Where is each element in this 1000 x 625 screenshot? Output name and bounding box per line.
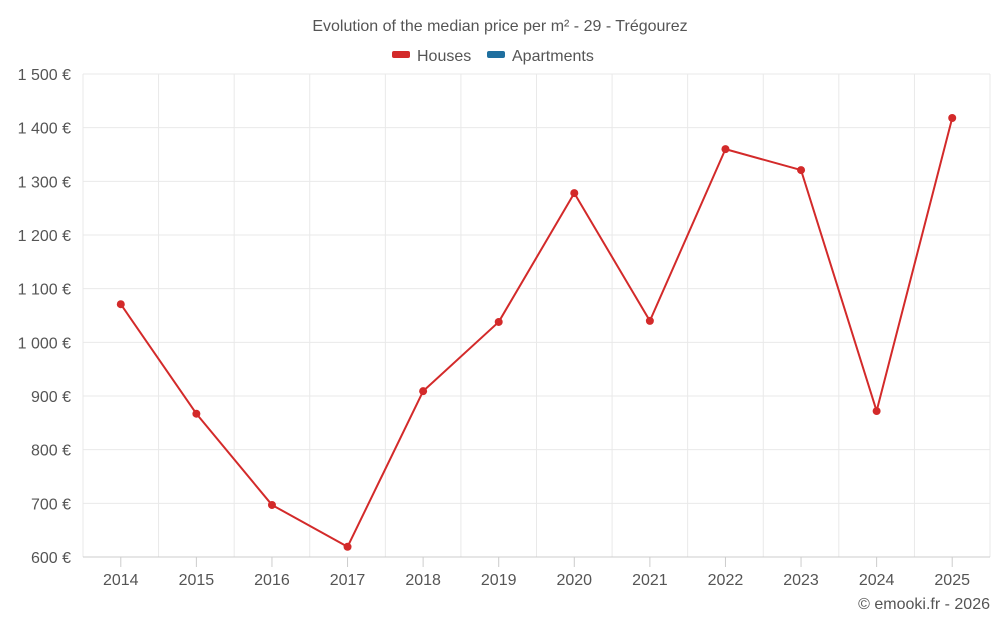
- x-tick-label: 2023: [783, 572, 819, 589]
- y-tick-label: 1 400 €: [18, 121, 71, 138]
- x-tick-label: 2021: [632, 572, 668, 589]
- legend: Houses Apartments: [392, 48, 594, 65]
- data-point-2021[interactable]: [645, 316, 654, 325]
- legend-label-houses: Houses: [417, 48, 471, 65]
- x-tick-label: 2016: [254, 572, 290, 589]
- legend-item-apartments[interactable]: Apartments: [487, 48, 594, 65]
- data-point-2022[interactable]: [721, 145, 730, 154]
- y-tick-label: 800 €: [31, 443, 71, 460]
- data-point-2014[interactable]: [116, 300, 125, 309]
- x-tick-label: 2017: [330, 572, 366, 589]
- data-point-2023[interactable]: [797, 166, 806, 175]
- y-tick-label: 1 500 €: [18, 67, 71, 84]
- grid: [82, 73, 991, 557]
- x-tick-label: 2014: [103, 572, 139, 589]
- data-point-2019[interactable]: [494, 317, 503, 326]
- y-tick-label: 1 100 €: [18, 282, 71, 299]
- legend-label-apartments: Apartments: [512, 48, 594, 65]
- data-point-2024[interactable]: [872, 407, 881, 416]
- series-line-houses: [119, 117, 954, 548]
- data-point-2017[interactable]: [343, 542, 352, 551]
- x-tick-label: 2020: [556, 572, 592, 589]
- data-point-2015[interactable]: [192, 409, 201, 418]
- data-point-2018[interactable]: [419, 387, 428, 396]
- x-tick-label: 2022: [708, 572, 744, 589]
- legend-item-houses[interactable]: Houses: [392, 48, 471, 65]
- x-tick-label: 2025: [934, 572, 970, 589]
- series-houses: [116, 114, 957, 551]
- data-point-2020[interactable]: [570, 189, 579, 198]
- x-tick-label: 2015: [179, 572, 215, 589]
- y-tick-label: 600 €: [31, 550, 71, 567]
- x-tick-label: 2019: [481, 572, 517, 589]
- data-point-2025[interactable]: [948, 114, 957, 123]
- x-tick-label: 2024: [859, 572, 895, 589]
- y-tick-label: 700 €: [31, 496, 71, 513]
- credit: © emooki.fr - 2026: [858, 596, 990, 613]
- data-point-2016[interactable]: [267, 500, 276, 509]
- y-tick-label: 1 000 €: [18, 335, 71, 352]
- x-tick-label: 2018: [405, 572, 441, 589]
- axes: 600 € 700 € 800 € 900 € 1 000 € 1 100 € 1 200 …: [18, 67, 990, 589]
- legend-swatch-apartments: [487, 51, 505, 58]
- y-tick-label: 1 300 €: [18, 174, 71, 191]
- legend-swatch-houses: [392, 51, 410, 58]
- y-tick-label: 1 200 €: [18, 228, 71, 245]
- y-tick-label: 900 €: [31, 389, 71, 406]
- chart-title: Evolution of the median price per m² - 2…: [312, 18, 687, 35]
